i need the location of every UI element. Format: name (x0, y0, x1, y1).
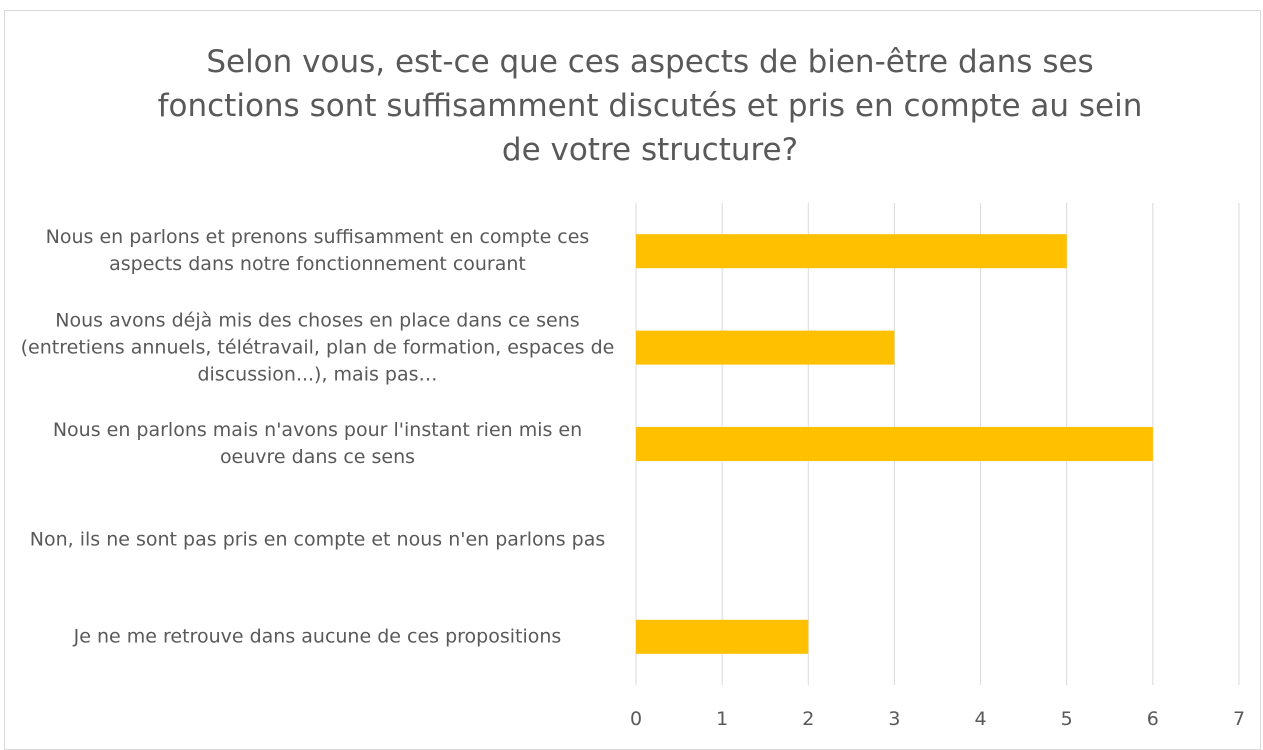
y-tick-label: Nous avons déjà mis des choses en place … (20, 309, 615, 386)
y-tick-label: Non, ils ne sont pas pris en compte et n… (29, 528, 606, 551)
x-tick-label: 1 (716, 708, 728, 730)
y-tick-label: Nous en parlons et prenons suffisamment … (45, 226, 590, 276)
x-tick-label: 2 (802, 708, 814, 730)
x-tick-label: 0 (630, 708, 642, 730)
y-tick-label: Je ne me retrouve dans aucune de ces pro… (73, 625, 562, 648)
chart-title: Selon vous, est-ce que ces aspects de bi… (157, 44, 1143, 168)
bar (636, 427, 1153, 461)
bar (636, 619, 809, 654)
bar (636, 234, 1067, 269)
x-tick-label: 4 (975, 708, 987, 730)
x-tick-label: 6 (1147, 708, 1159, 730)
x-tick-label: 3 (888, 708, 900, 730)
bar (636, 330, 895, 365)
x-tick-label: 7 (1233, 708, 1245, 730)
y-tick-label: Nous en parlons mais n'avons pour l'inst… (52, 419, 583, 468)
x-tick-label: 5 (1061, 708, 1073, 730)
